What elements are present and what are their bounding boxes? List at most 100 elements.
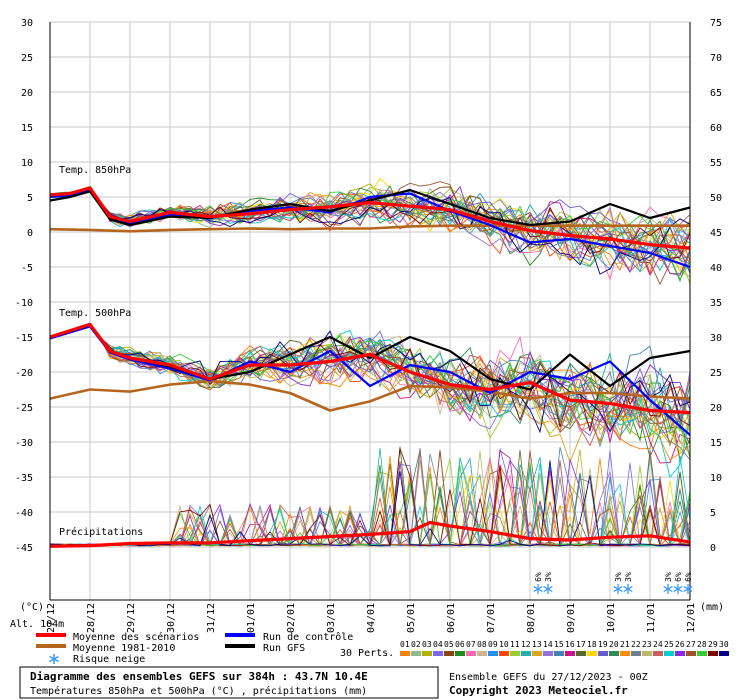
perturbation-swatch xyxy=(532,651,542,656)
perturbation-swatch xyxy=(609,651,619,656)
perturbation-swatch xyxy=(466,651,476,656)
x-tick-label: 12/01 xyxy=(686,603,697,633)
perturbation-line xyxy=(49,322,691,422)
perturbation-id: 07 xyxy=(466,640,476,649)
y-tick-label-right: 0 xyxy=(710,543,716,554)
perturbation-id: 03 xyxy=(422,640,432,649)
right-unit-label: (mm) xyxy=(700,602,724,613)
perturbation-id: 12 xyxy=(521,640,531,649)
perturbation-swatch xyxy=(576,651,586,656)
y-tick-label-right: 60 xyxy=(710,123,722,134)
snow-risk-markers: 6% 3% 3% 3% 3% 6% 6% xyxy=(533,572,693,594)
snowflake-icon xyxy=(663,584,673,594)
perturbation-id: 26 xyxy=(675,640,685,649)
y-tick-label-left: 5 xyxy=(27,193,33,204)
perturbation-line xyxy=(49,188,691,275)
chart-subtitle: Températures 850hPa et 500hPa (°C) , pré… xyxy=(30,685,367,697)
left-unit-label: (°C) xyxy=(20,602,44,613)
snowflake-stroke xyxy=(613,585,623,593)
series-t850-moyenne-des-sc-narios xyxy=(49,186,691,250)
y-tick-label-right: 65 xyxy=(710,88,722,99)
grid xyxy=(49,21,691,600)
perturbation-line xyxy=(49,324,691,434)
snowflake-stroke xyxy=(663,585,673,593)
perturbation-id: 21 xyxy=(620,640,630,649)
perturbation-id: 13 xyxy=(532,640,542,649)
snowflake-icon xyxy=(673,584,683,594)
perturbation-id: 01 xyxy=(400,640,410,649)
snowflake-icon xyxy=(623,584,633,594)
y-tick-label-left: 30 xyxy=(21,18,33,29)
snow-risk-pct: 3% xyxy=(664,572,673,582)
perturbation-swatch xyxy=(675,651,685,656)
perturbation-swatch xyxy=(565,651,575,656)
perturbation-swatch xyxy=(587,651,597,656)
perturbation-swatch xyxy=(499,651,509,656)
perturbation-swatch xyxy=(664,651,674,656)
perturbation-id: 25 xyxy=(664,640,674,649)
perturbation-id: 16 xyxy=(565,640,575,649)
perturbation-id: 24 xyxy=(653,640,663,649)
legend-label-control: Run de contrôle xyxy=(263,631,353,643)
y-tick-label-right: 35 xyxy=(710,298,722,309)
y-tick-label-right: 5 xyxy=(710,508,716,519)
y-tick-label-left: -30 xyxy=(15,438,33,449)
legend-swatch-control xyxy=(225,633,255,637)
perturbation-id: 18 xyxy=(587,640,597,649)
perturbation-swatch xyxy=(598,651,608,656)
perturbation-swatch xyxy=(642,651,652,656)
snowflake-icon xyxy=(49,654,59,664)
perturbation-id: 11 xyxy=(510,640,520,649)
snow-risk-pct: 6% xyxy=(684,572,693,582)
perturbation-swatch xyxy=(400,651,410,656)
perturbation-id: 10 xyxy=(499,640,509,649)
snowflake-icon xyxy=(543,584,553,594)
perturbation-swatch xyxy=(510,651,520,656)
y-tick-label-right: 50 xyxy=(710,193,722,204)
x-tick-label: 08/01 xyxy=(526,603,537,633)
series-t500-moyenne-1981-2010 xyxy=(49,379,691,412)
y-tick-label-right: 55 xyxy=(710,158,722,169)
series-t850-moyenne-1981-2010 xyxy=(49,224,690,233)
snowflake-stroke xyxy=(533,585,543,593)
x-tick-label: 29/12 xyxy=(126,603,137,633)
perturbation-id: 05 xyxy=(444,640,454,649)
y-tick-label-right: 75 xyxy=(710,18,722,29)
snowflake-stroke xyxy=(673,585,683,593)
x-tick-label: 03/01 xyxy=(326,603,337,633)
series-t500-moyenne-des-sc-narios xyxy=(49,322,691,415)
perturbation-swatch xyxy=(697,651,707,656)
perturbation-id: 23 xyxy=(642,640,652,649)
panel-label-850: Temp. 850hPa xyxy=(59,165,131,176)
perturbation-id: 29 xyxy=(708,640,718,649)
legend-label-mean: Moyenne des scénarios xyxy=(73,631,199,643)
x-tick-label: 31/12 xyxy=(206,603,217,633)
chart-title: Diagramme des ensembles GEFS sur 384h : … xyxy=(30,670,368,683)
y-tick-label-left: 20 xyxy=(21,88,33,99)
copyright: Copyright 2023 Meteociel.fr xyxy=(449,684,628,697)
perturbation-swatch xyxy=(708,651,718,656)
x-tick-label: 06/01 xyxy=(446,603,457,633)
legend-label-clim: Moyenne 1981-2010 xyxy=(73,643,175,654)
x-tick-label: 01/01 xyxy=(246,603,257,633)
x-tick-label: 02/01 xyxy=(286,603,297,633)
y-tick-label-right: 45 xyxy=(710,228,722,239)
legend-swatch-mean xyxy=(36,633,66,637)
y-tick-label-right: 30 xyxy=(710,333,722,344)
x-tick-label: 04/01 xyxy=(366,603,377,633)
y-tick-label-left: -25 xyxy=(15,403,33,414)
perturbation-id: 09 xyxy=(488,640,498,649)
snowflake-stroke xyxy=(543,585,553,593)
perturbation-id: 30 xyxy=(719,640,729,649)
perturbation-swatch xyxy=(477,651,487,656)
snowflake-stroke xyxy=(623,585,633,593)
perturbation-swatch xyxy=(543,651,553,656)
altitude-label: Alt. 104m xyxy=(10,619,64,630)
x-tick-label: 07/01 xyxy=(486,603,497,633)
y-tick-label-right: 20 xyxy=(710,403,722,414)
perturbation-id: 27 xyxy=(686,640,696,649)
snow-risk-pct: 3% xyxy=(624,572,633,582)
y-tick-label-left: -5 xyxy=(21,263,33,274)
snowflake-icon xyxy=(613,584,623,594)
